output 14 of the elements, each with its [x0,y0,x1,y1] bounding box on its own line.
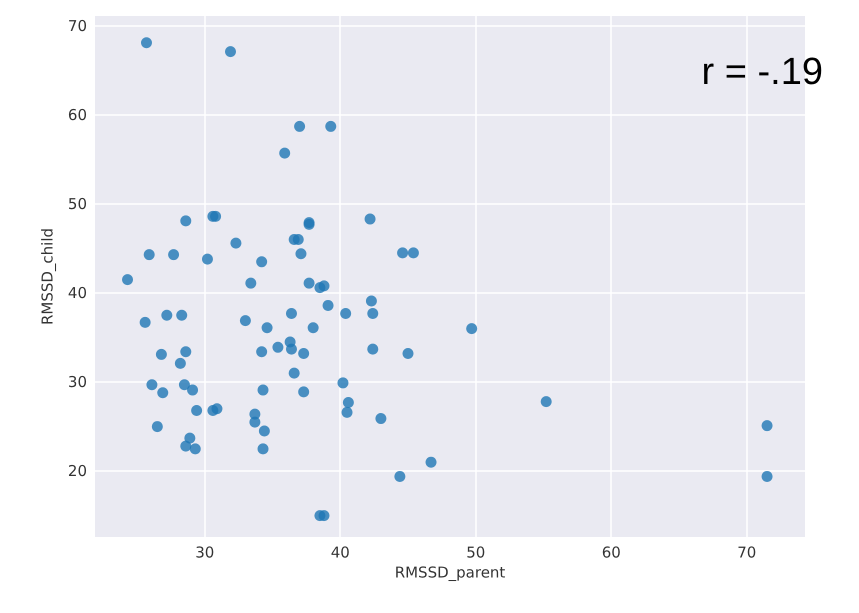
x-axis-title: RMSSD_parent [394,563,506,582]
y-tick-label: 70 [68,16,87,35]
x-tick-label: 60 [602,544,621,562]
y-tick-label: 30 [68,373,87,392]
x-tick-label: 50 [466,544,486,562]
x-tick-label: 30 [195,544,214,562]
y-tick-label: 50 [68,194,87,213]
annotation: r = -.19 [702,51,824,93]
y-tick-label: 20 [68,462,87,480]
y-tick-label: 40 [68,284,87,302]
x-tick-label: 70 [737,544,756,562]
y-axis-title: RMSSD_child [38,228,56,326]
x-tick-label: 40 [330,544,350,562]
y-tick-label: 60 [68,106,87,124]
